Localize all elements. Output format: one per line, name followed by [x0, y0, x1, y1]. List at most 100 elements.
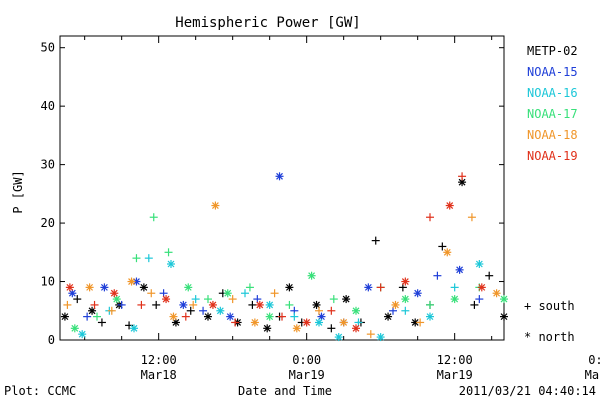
marker-stroke — [113, 295, 121, 303]
north-point-marker — [179, 300, 188, 309]
legend-entry: NOAA-15 — [527, 65, 578, 79]
south-point-marker — [376, 283, 385, 292]
north-point-marker — [60, 312, 69, 321]
north-point-marker — [413, 289, 422, 298]
south-point-marker — [438, 242, 447, 251]
marker-stroke — [204, 313, 212, 321]
legend-entry: NOAA-18 — [527, 128, 578, 142]
north-point-marker — [100, 283, 109, 292]
south-point-marker — [470, 300, 479, 309]
north-point-marker — [334, 333, 343, 342]
marker-stroke — [167, 260, 175, 268]
north-point-marker — [223, 289, 232, 298]
north-point-marker — [211, 201, 220, 210]
marker-stroke — [256, 301, 264, 309]
marker-stroke — [352, 307, 360, 315]
south-point-marker — [186, 306, 195, 315]
marker-stroke — [130, 324, 138, 332]
south-point-marker — [199, 306, 208, 315]
north-point-marker — [162, 295, 171, 304]
south-point-marker — [231, 318, 240, 327]
marker-stroke — [315, 319, 323, 326]
south-point-marker — [450, 283, 459, 292]
marker-stroke — [211, 202, 219, 209]
north-point-marker — [110, 289, 119, 298]
north-point-marker — [364, 283, 373, 292]
south-point-marker — [97, 318, 106, 327]
marker-stroke — [377, 333, 385, 341]
marker-stroke — [411, 319, 419, 326]
north-point-marker — [216, 306, 225, 315]
south-point-marker — [149, 213, 158, 222]
marker-stroke — [443, 248, 451, 256]
marker-stroke — [263, 324, 271, 332]
north-point-marker — [391, 300, 400, 309]
marker-stroke — [342, 295, 350, 303]
north-point-marker — [492, 289, 501, 298]
south-point-marker — [290, 312, 299, 321]
south-point-marker — [270, 289, 279, 298]
north-point-marker — [130, 324, 138, 333]
north-point-marker — [78, 330, 87, 339]
north-point-marker — [376, 333, 385, 342]
north-point-marker — [70, 324, 79, 333]
marker-stroke — [170, 313, 177, 321]
marker-stroke — [364, 283, 372, 291]
marker-stroke — [216, 307, 224, 315]
marker-stroke — [384, 313, 392, 321]
marker-stroke — [313, 301, 320, 309]
marker-stroke — [128, 278, 135, 285]
marker-stroke — [456, 266, 464, 274]
north-point-marker — [450, 295, 459, 304]
north-point-marker — [500, 312, 508, 321]
south-point-marker — [248, 300, 257, 309]
x-tick-time-label: 12:00 — [141, 353, 177, 367]
x-axis-label: Date and Time — [238, 384, 332, 398]
marker-stroke — [340, 319, 348, 326]
south-point-marker — [144, 254, 153, 263]
plot-frame — [59, 35, 505, 341]
north-point-marker — [401, 295, 410, 304]
y-tick-label: 20 — [41, 216, 55, 230]
marker-stroke — [446, 202, 454, 209]
marker-stroke — [285, 283, 293, 291]
north-point-marker — [443, 248, 452, 257]
north-point-marker — [255, 300, 264, 309]
north-point-marker — [85, 283, 94, 292]
legend-entry: NOAA-16 — [527, 86, 578, 100]
north-point-marker — [265, 312, 274, 321]
marker-stroke — [226, 313, 234, 321]
south-point-marker — [426, 213, 434, 222]
y-tick-label: 0 — [48, 333, 55, 347]
south-point-marker — [152, 300, 161, 309]
marker-stroke — [293, 324, 301, 332]
south-point-marker — [241, 289, 249, 298]
x-tick-date-label: Mar19 — [437, 368, 473, 382]
north-point-marker — [475, 260, 484, 268]
north-point-marker — [65, 283, 74, 292]
south-point-marker — [475, 295, 484, 304]
marker-stroke — [71, 324, 79, 332]
north-point-marker — [302, 318, 311, 327]
marker-stroke — [266, 313, 274, 321]
south-point-marker — [83, 312, 92, 321]
north-point-marker — [263, 324, 272, 333]
y-tick-label: 50 — [41, 41, 55, 55]
south-point-marker — [285, 300, 294, 309]
north-point-marker — [315, 318, 323, 327]
south-point-marker — [164, 248, 173, 257]
south-point-marker — [401, 306, 410, 315]
marker-stroke — [276, 172, 283, 180]
marker-stroke — [66, 283, 74, 291]
north-point-marker — [139, 283, 148, 292]
south-point-marker — [132, 254, 141, 263]
south-point-marker — [63, 300, 72, 309]
x-tick-date-label: Mar18 — [141, 368, 177, 382]
north-point-marker — [275, 172, 284, 181]
x-tick-date-label: Mar20 — [585, 368, 600, 382]
marker-stroke — [308, 272, 316, 280]
plot-credit: Plot: CCMC — [4, 384, 76, 398]
marker-stroke — [414, 289, 422, 297]
x-tick-time-label: 0:00 — [292, 353, 321, 367]
